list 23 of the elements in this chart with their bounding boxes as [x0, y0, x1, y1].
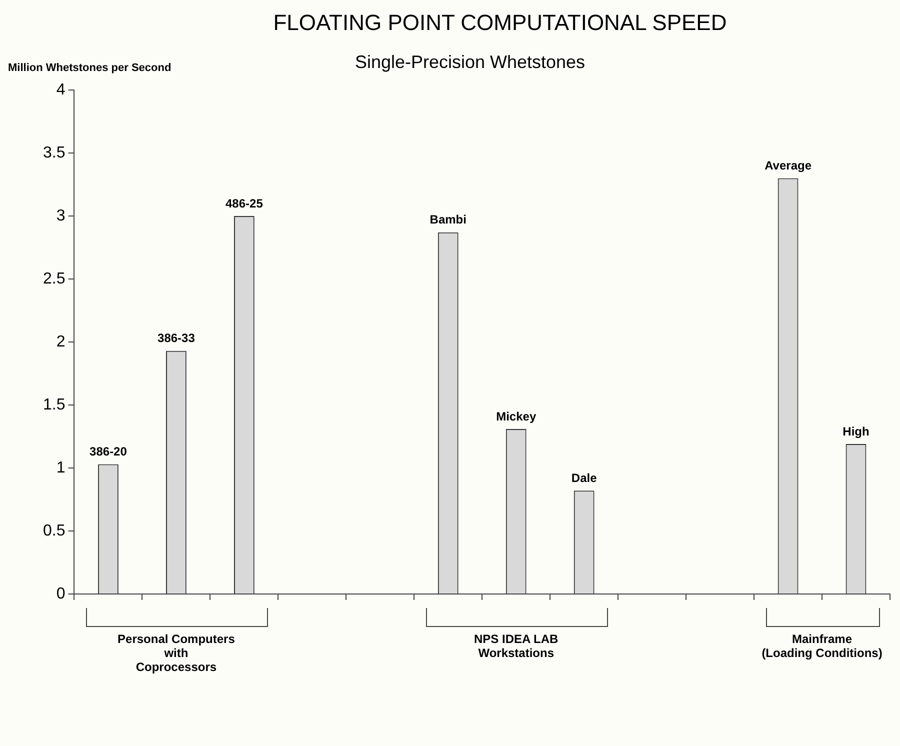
x-tick-label: Bambi	[430, 212, 466, 227]
text: NPS IDEA LAB Workstations	[472, 632, 560, 660]
x-tick-label: Dale	[571, 470, 598, 485]
chart-subtitle: Single-Precision Whetstones	[354, 52, 586, 73]
x-tick-label: 386-20	[90, 444, 128, 459]
y-tick-label: 0	[56, 585, 66, 602]
y-tick-label: 1	[56, 459, 66, 476]
y-tick-label: 3.5	[42, 144, 66, 162]
y-tick-label: 0.5	[42, 522, 66, 540]
text: Personal Computers with Coprocessors	[116, 632, 236, 674]
y-tick-label: 3	[56, 207, 66, 224]
chart-title: FLOATING POINT COMPUTATIONAL SPEED	[272, 10, 728, 36]
x-tick-label: 386-33	[158, 331, 196, 346]
y-axis-title: Million Whetstones per Second	[8, 62, 172, 74]
x-tick-label: High	[842, 424, 870, 438]
y-tick-label: 2	[56, 333, 66, 350]
x-tick-label: Mickey	[496, 409, 536, 424]
y-tick-label: 2.5	[42, 270, 66, 288]
x-tick-label: Average	[764, 158, 812, 173]
y-tick-label: 4	[56, 81, 66, 98]
y-tick-label: 1.5	[42, 396, 66, 414]
x-tick-label: 486-25	[226, 196, 264, 210]
text: Mainframe (Loading Conditions)	[760, 632, 884, 660]
